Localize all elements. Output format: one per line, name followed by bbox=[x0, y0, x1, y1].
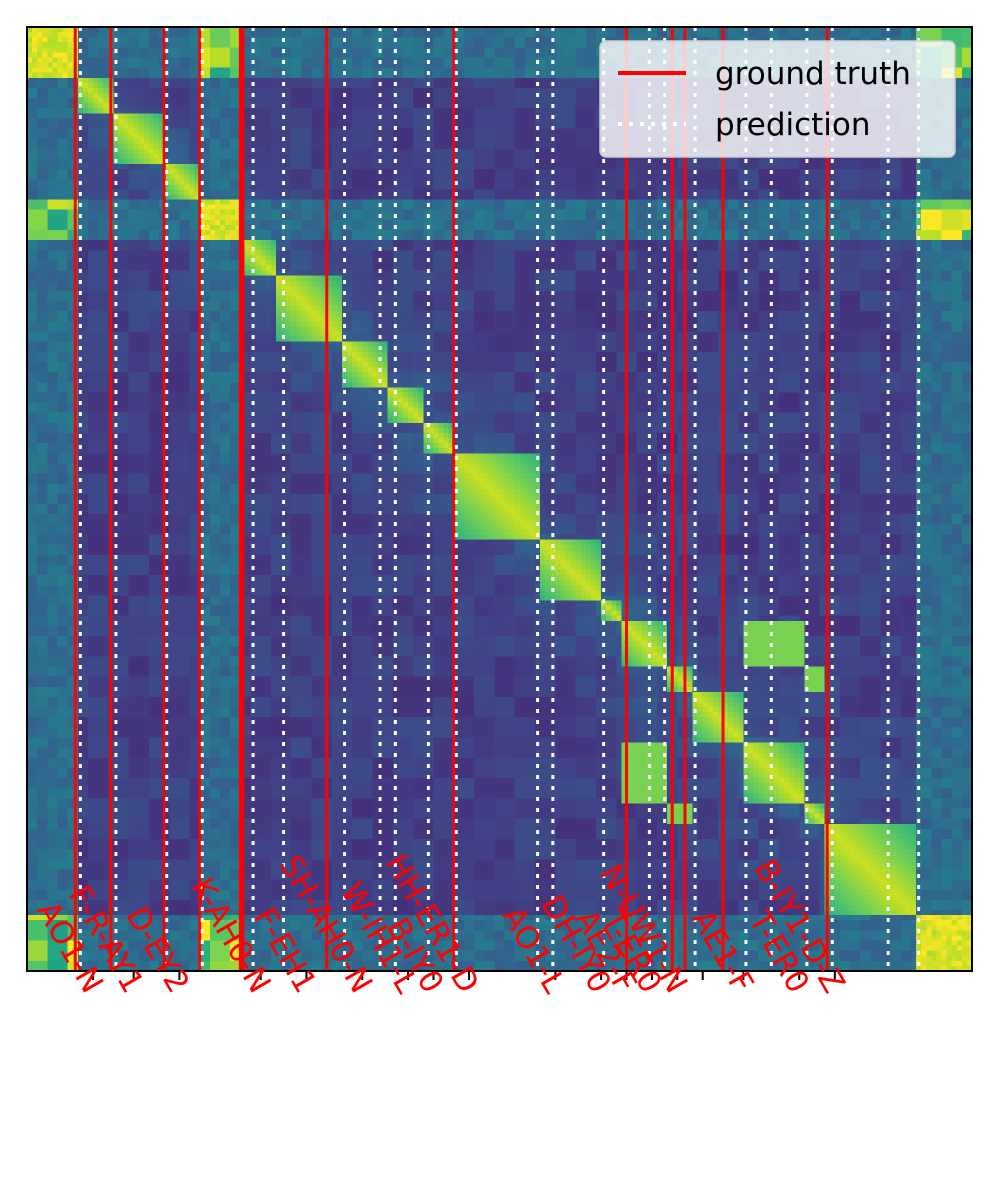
similarity-matrix bbox=[27, 27, 972, 971]
legend: ground truth prediction bbox=[599, 40, 956, 158]
x-tick-labels: AO1-NF-R-AY1D-EY2K-AH0-NF-EH1SH-AH0-NW-I… bbox=[29, 848, 852, 1000]
axes-frame bbox=[26, 26, 973, 972]
ground-truth-lines bbox=[73, 27, 829, 971]
legend-prediction-label: prediction bbox=[715, 107, 871, 143]
legend-box bbox=[599, 40, 956, 158]
prediction-lines bbox=[78, 27, 921, 971]
x-ticks bbox=[92, 971, 836, 980]
plot-area bbox=[27, 27, 972, 971]
legend-ground-truth-label: ground truth bbox=[715, 56, 911, 92]
